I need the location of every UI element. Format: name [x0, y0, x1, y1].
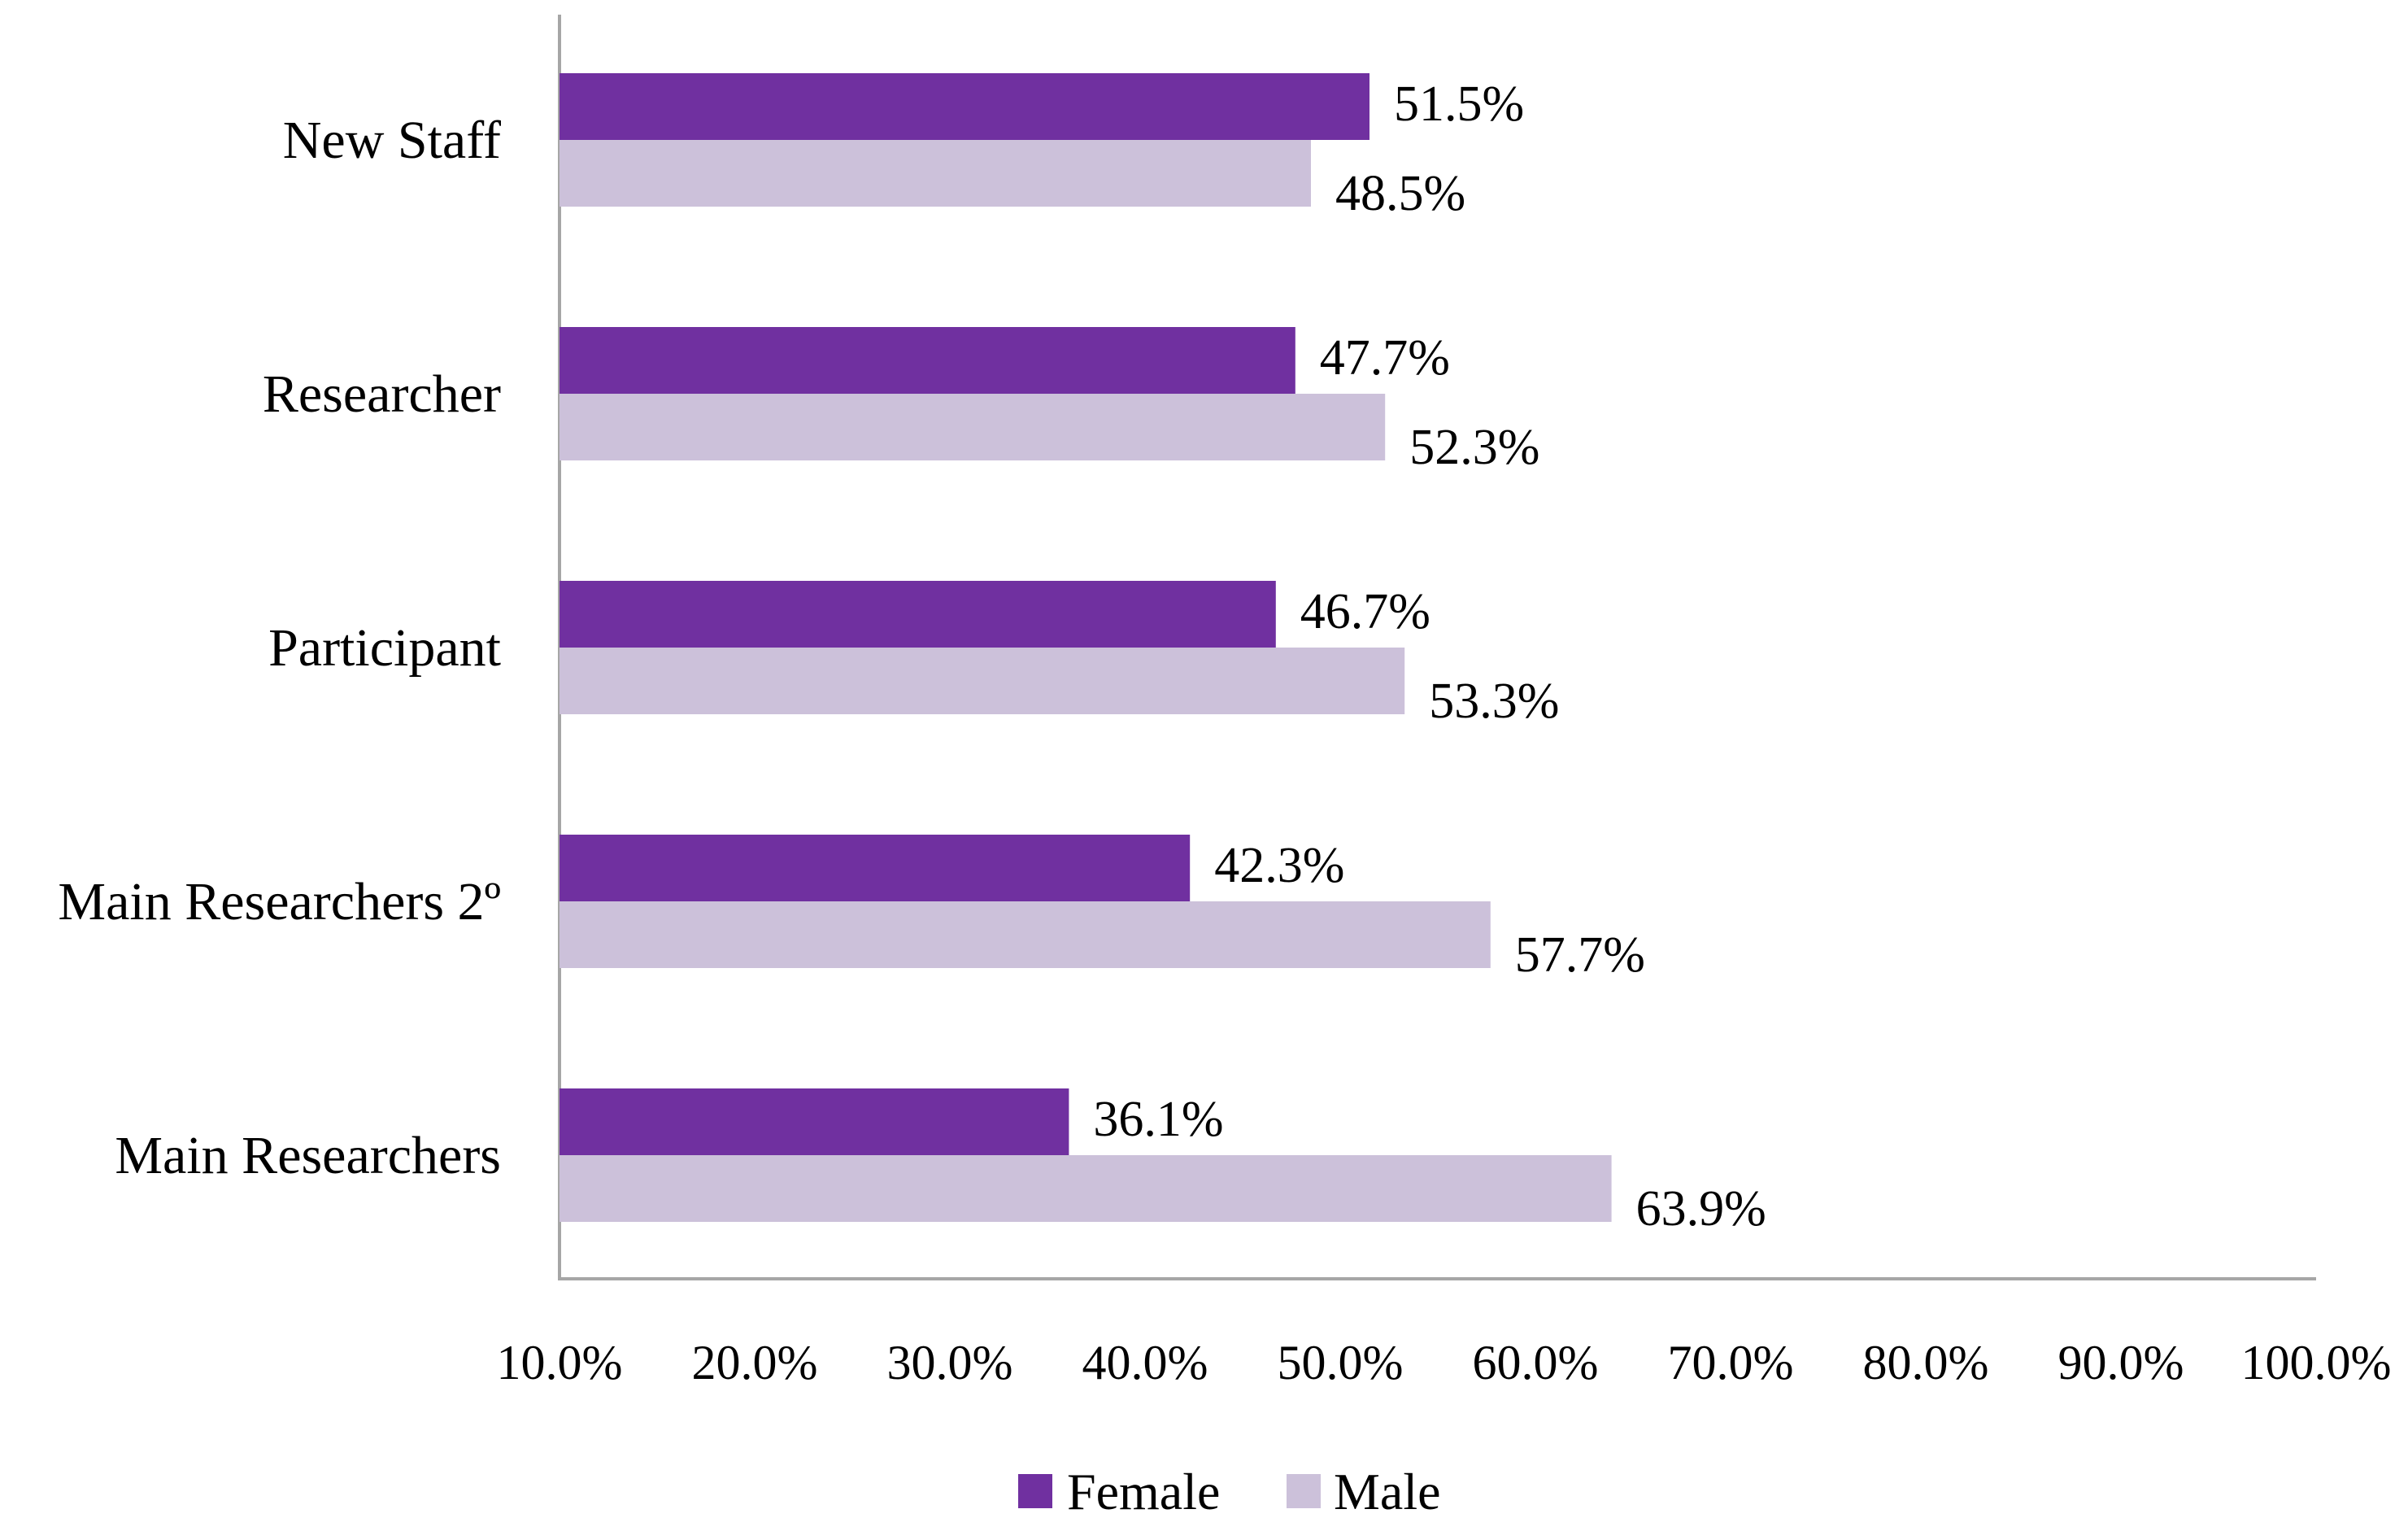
category-label-4: Main Researchers: [115, 1126, 501, 1185]
x-tick-label-6: 70.0%: [1668, 1336, 1794, 1389]
value-labels: 51.5% 48.5% 47.7% 52.3% 46.7% 53.3% 42.3% 57.7%…: [1093, 76, 1766, 1237]
legend-swatch-male[interactable]: [1287, 1474, 1321, 1508]
bar-female-0[interactable]: [560, 73, 1369, 140]
x-tick-label-5: 60.0%: [1473, 1336, 1599, 1389]
x-tick-label-9: 100.0%: [2241, 1336, 2392, 1389]
data-label-female-2: 46.7%: [1300, 584, 1430, 639]
x-tick-label-3: 40.0%: [1082, 1336, 1208, 1389]
category-label-0: New Staff: [283, 111, 501, 170]
tick-labels: 10.0% 20.0% 30.0% 40.0% 50.0% 60.0% 70.0% 80.0%…: [497, 1336, 2392, 1389]
bar-male-0[interactable]: [560, 140, 1311, 207]
data-label-male-1: 52.3%: [1409, 420, 1539, 475]
bar-female-4[interactable]: [560, 1088, 1069, 1155]
category-labels: New Staff Researcher Participant Main Resea…: [58, 111, 501, 1185]
data-label-female-0: 51.5%: [1394, 76, 1524, 132]
legend-swatch-female[interactable]: [1018, 1474, 1052, 1508]
bar-male-3[interactable]: [560, 901, 1491, 968]
data-label-female-3: 42.3%: [1214, 838, 1344, 893]
data-label-male-4: 63.9%: [1636, 1181, 1766, 1237]
bars: [560, 73, 1612, 1222]
data-label-male-0: 48.5%: [1335, 166, 1465, 221]
bar-male-2[interactable]: [560, 648, 1405, 714]
bar-male-4[interactable]: [560, 1155, 1612, 1222]
bar-male-1[interactable]: [560, 394, 1386, 460]
data-label-male-3: 57.7%: [1515, 927, 1645, 983]
category-label-3: Main Researchers 2º: [58, 872, 501, 931]
data-label-male-2: 53.3%: [1429, 674, 1559, 729]
bar-female-3[interactable]: [560, 835, 1191, 901]
category-label-1: Researcher: [263, 364, 501, 424]
category-label-2: Participant: [268, 618, 501, 678]
data-label-female-1: 47.7%: [1320, 330, 1450, 386]
x-tick-label-1: 20.0%: [692, 1336, 818, 1389]
x-tick-label-8: 90.0%: [2058, 1336, 2184, 1389]
legend-label-female[interactable]: Female: [1067, 1463, 1220, 1520]
bar-female-2[interactable]: [560, 581, 1276, 648]
x-tick-label-0: 10.0%: [497, 1336, 623, 1389]
x-tick-label-7: 80.0%: [1863, 1336, 1989, 1389]
legend-label-male[interactable]: Male: [1334, 1463, 1441, 1520]
bar-female-1[interactable]: [560, 327, 1295, 394]
legend[interactable]: Female Male: [1018, 1463, 1441, 1520]
x-tick-label-2: 30.0%: [887, 1336, 1013, 1389]
data-label-female-4: 36.1%: [1093, 1092, 1223, 1147]
x-tick-label-4: 50.0%: [1278, 1336, 1404, 1389]
